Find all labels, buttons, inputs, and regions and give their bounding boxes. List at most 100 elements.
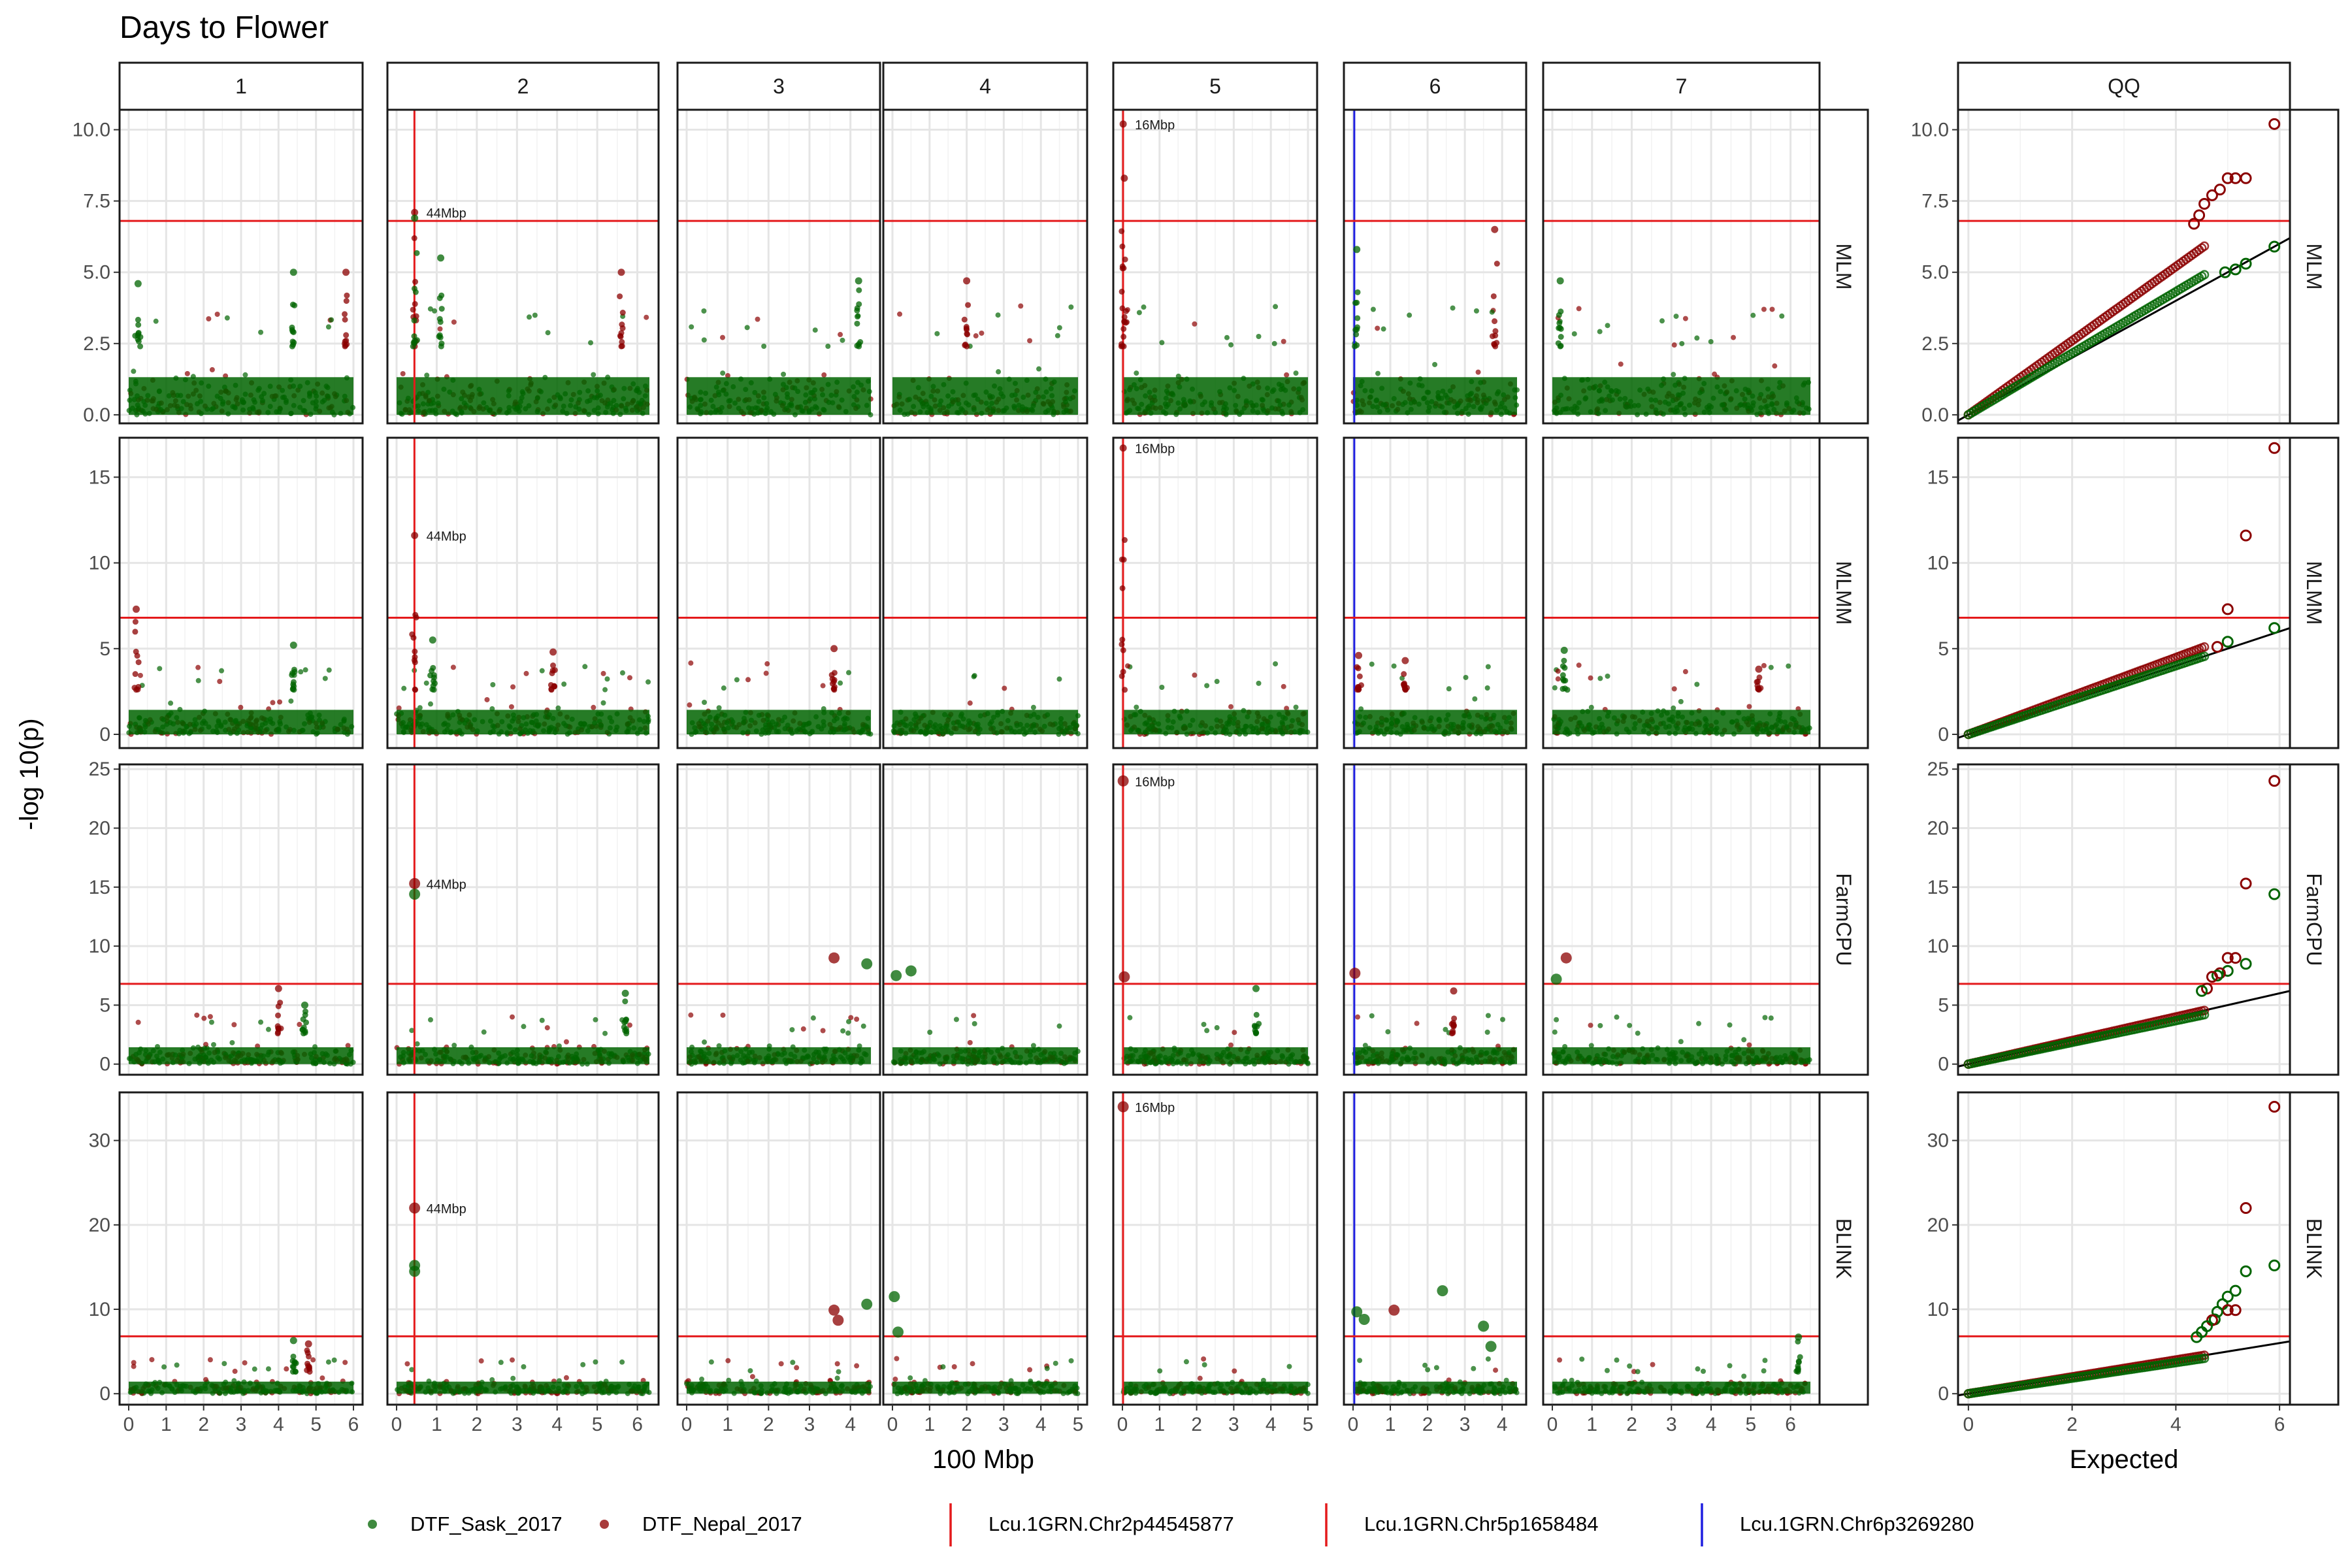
snp-point-nepal bbox=[400, 371, 406, 377]
snp-point-nepal bbox=[1119, 228, 1125, 235]
y-axis-title: -log 10(p) bbox=[15, 718, 44, 830]
snp-point-nepal bbox=[1228, 1042, 1234, 1048]
snp-density-band bbox=[397, 377, 649, 415]
y-tick-label: 5 bbox=[99, 638, 110, 660]
snp-point-nepal bbox=[412, 612, 419, 618]
qq-row-strip-label-MLM: MLM bbox=[2302, 243, 2326, 289]
snp-point-nepal bbox=[1576, 662, 1582, 668]
snp-point-nepal bbox=[720, 335, 726, 340]
snp-point-sask bbox=[1489, 309, 1495, 315]
snp-point-sask bbox=[289, 324, 295, 331]
snp-point-nepal bbox=[1121, 537, 1128, 544]
strip-chr-1 bbox=[118, 61, 364, 111]
qq-point-sask bbox=[2240, 257, 2252, 270]
strip-chr-7 bbox=[1542, 61, 1821, 111]
snp-point-nepal bbox=[1414, 1021, 1420, 1026]
snp-point-nepal bbox=[412, 301, 418, 307]
qq-point-nepal bbox=[2199, 241, 2210, 252]
snp-density-band bbox=[129, 1047, 353, 1064]
snp-point-sask bbox=[721, 685, 727, 691]
snp-point-sask bbox=[1556, 319, 1563, 326]
snp-point-nepal bbox=[1192, 672, 1198, 678]
snp-point-sask bbox=[1473, 308, 1479, 314]
snp-point-sask bbox=[1555, 340, 1561, 346]
snp-point-sask bbox=[135, 321, 142, 328]
snp-point-sask bbox=[1779, 313, 1785, 319]
snp-density-band bbox=[687, 710, 871, 735]
snp-point-sask bbox=[600, 700, 606, 706]
snp-point-nepal bbox=[1671, 342, 1677, 348]
snp-point-nepal bbox=[1119, 288, 1125, 295]
snp-density-band bbox=[1122, 710, 1308, 735]
qq-point-sask bbox=[2268, 240, 2281, 253]
snp-point-sask bbox=[789, 1027, 795, 1033]
panel-MLM-chr-4 bbox=[882, 108, 1088, 425]
snp-point-nepal bbox=[451, 319, 457, 325]
qq-y-tick-label: 5 bbox=[1938, 638, 1949, 660]
panel-MLM-chr-5: 16Mbp bbox=[1112, 108, 1318, 425]
snp-density-band bbox=[687, 1047, 871, 1064]
y-tick-label: 0.0 bbox=[83, 404, 110, 426]
snp-density-band bbox=[1122, 377, 1308, 415]
peak-point-nepal bbox=[1119, 120, 1127, 128]
snp-point-sask bbox=[1369, 1013, 1375, 1019]
snp-point-nepal bbox=[1122, 687, 1128, 693]
peak-point-sask bbox=[1252, 985, 1260, 992]
snp-point-sask bbox=[1354, 342, 1360, 348]
snp-point-sask bbox=[1561, 685, 1568, 692]
peak-point-sask bbox=[289, 642, 297, 649]
snp-point-sask bbox=[995, 312, 1001, 318]
snp-point-nepal bbox=[132, 671, 139, 678]
snp-point-nepal bbox=[195, 664, 201, 670]
peak-point-nepal bbox=[132, 605, 140, 613]
snp-point-sask bbox=[451, 1043, 457, 1049]
snp-point-sask bbox=[854, 320, 860, 327]
peak-point-nepal bbox=[342, 269, 350, 276]
y-tick-label: 15 bbox=[89, 877, 110, 898]
snp-point-sask bbox=[430, 683, 436, 689]
snp-point-sask bbox=[1588, 704, 1594, 710]
snp-point-sask bbox=[1293, 704, 1299, 710]
snp-point-nepal bbox=[979, 330, 985, 336]
snp-point-nepal bbox=[1354, 664, 1360, 670]
snp-point-nepal bbox=[600, 670, 606, 676]
snp-point-nepal bbox=[1490, 293, 1497, 299]
peak-point-nepal bbox=[617, 269, 625, 276]
x-axis-title: 100 Mbp bbox=[932, 1445, 1034, 1474]
snp-point-sask bbox=[734, 677, 740, 683]
snp-point-sask bbox=[414, 1041, 420, 1047]
snp-point-sask bbox=[1450, 305, 1456, 311]
snp-point-sask bbox=[1552, 685, 1558, 691]
snp-point-nepal bbox=[450, 664, 456, 670]
peak-point-nepal bbox=[828, 952, 840, 964]
snp-point-sask bbox=[1214, 679, 1220, 685]
snp-point-sask bbox=[1708, 338, 1714, 344]
snp-point-sask bbox=[716, 705, 722, 711]
snp-point-sask bbox=[1673, 314, 1679, 319]
qq-point-sask bbox=[2199, 270, 2210, 280]
snp-point-sask bbox=[812, 327, 818, 333]
snp-point-nepal bbox=[1772, 363, 1778, 369]
qq-point-nepal bbox=[2213, 184, 2226, 196]
snp-point-sask bbox=[1354, 326, 1360, 333]
snp-point-nepal bbox=[720, 1012, 726, 1018]
snp-density-band bbox=[129, 377, 353, 415]
snp-point-sask bbox=[854, 314, 860, 320]
snp-point-nepal bbox=[1002, 685, 1007, 691]
snp-point-nepal bbox=[1228, 704, 1234, 710]
snp-point-sask bbox=[545, 330, 551, 336]
snp-point-sask bbox=[1605, 673, 1610, 679]
snp-point-sask bbox=[720, 370, 726, 376]
snp-point-nepal bbox=[412, 686, 418, 693]
y-tick-label: 5.0 bbox=[83, 262, 110, 284]
snp-point-nepal bbox=[510, 1014, 515, 1020]
panel-border bbox=[386, 108, 660, 425]
y-tick-label: 20 bbox=[89, 818, 110, 840]
peak-point-sask bbox=[855, 277, 862, 285]
snp-point-sask bbox=[329, 317, 335, 323]
snp-point-sask bbox=[555, 705, 561, 711]
snp-point-sask bbox=[602, 687, 608, 693]
peak-point-nepal bbox=[1755, 665, 1763, 673]
snp-point-sask bbox=[689, 324, 694, 330]
